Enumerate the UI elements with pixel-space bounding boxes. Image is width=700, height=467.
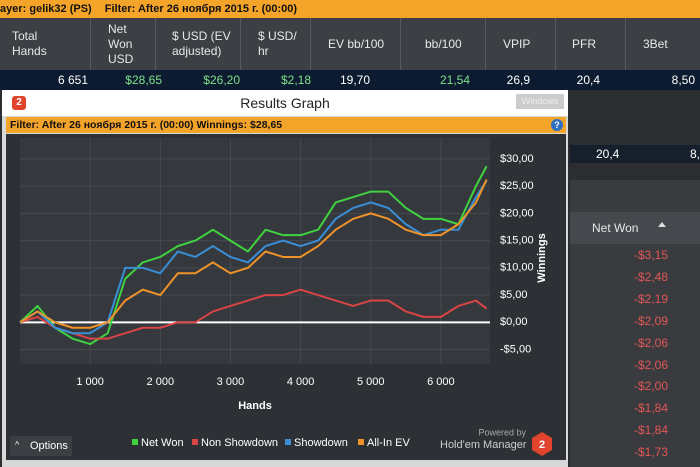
help-icon[interactable]: ? <box>551 119 563 131</box>
column-separator <box>400 18 401 70</box>
options-caret: ^ <box>15 439 20 449</box>
column-separator <box>555 18 556 70</box>
column-header: VPIP <box>503 36 531 51</box>
options-button[interactable] <box>10 436 72 456</box>
cell: $28,65 <box>125 73 162 87</box>
net-won-cell: -$2,09 <box>633 313 668 328</box>
cell: 8,50 <box>671 73 695 87</box>
options-label[interactable]: Options <box>30 440 68 452</box>
header-label: Net Won <box>592 221 639 235</box>
x-tick-label: 2 000 <box>147 376 175 388</box>
cell: 26,9 <box>506 73 530 87</box>
filter: Filter: After 26 ноября 2015 г. (00:00) <box>104 3 298 15</box>
legend-swatch <box>285 439 291 445</box>
series-line <box>19 180 488 335</box>
column-separator <box>485 18 486 70</box>
cell: 19,70 <box>339 73 370 87</box>
chart: Hands Winnings ^ Options Powered by Hold… <box>6 134 566 460</box>
column-separator <box>310 18 311 70</box>
column-separator <box>155 18 156 70</box>
net-won-cell: -$1,84 <box>633 423 668 438</box>
series-line <box>19 288 488 340</box>
x-tick-label: 6 000 <box>427 376 455 388</box>
net-won-cell: -$2,06 <box>633 335 668 350</box>
x-tick-label: 1 000 <box>76 376 104 388</box>
background <box>570 95 700 180</box>
filter-bar: Filter: After 26 ноября 2015 г. (00:00) … <box>6 117 566 133</box>
net-won-cell: -$3,15 <box>633 248 668 262</box>
cell: $26,20 <box>203 73 240 87</box>
column-header: bb/100 <box>425 36 462 51</box>
side-header: Net Won <box>570 212 700 244</box>
top-bar: ayer: gelik32 (PS) Filter: After 26 нояб… <box>0 0 700 18</box>
x-tick-label: 3 000 <box>217 376 245 388</box>
cell: 20,4 <box>576 73 600 87</box>
legend-label: All-In EV <box>367 437 410 449</box>
x-tick-label: 4 000 <box>287 376 315 388</box>
legend-swatch <box>192 439 198 445</box>
y-tick-label: $5,00 <box>500 289 528 301</box>
legend-swatch <box>358 439 364 445</box>
behind-row: 20,4 8,50 <box>570 145 700 163</box>
net-won-cell: -$2,00 <box>633 379 668 394</box>
app-icon: 2 <box>12 96 26 110</box>
title-bar: 2 Results Graph Windows <box>2 90 568 116</box>
cell: $2,18 <box>280 73 311 87</box>
cell: 8,50 <box>690 147 700 161</box>
brand: Hold'em Manager <box>440 439 527 451</box>
y-tick-label: -$5,00 <box>500 343 531 355</box>
plot-area <box>20 138 490 364</box>
y-tick-label: $20,00 <box>500 207 534 219</box>
y-tick-label: $25,00 <box>500 180 534 192</box>
filter-text: Filter: After 26 ноября 2015 г. (00:00) … <box>10 119 283 131</box>
x-axis-label: Hands <box>238 400 272 412</box>
cell: 20,4 <box>596 147 620 161</box>
net-won-cell: -$2,19 <box>633 291 668 306</box>
y-tick-label: $10,00 <box>500 262 534 274</box>
y-tick-label: $0,00 <box>500 316 528 328</box>
column-header: $ USD (EV adjusted) <box>172 29 231 58</box>
powered-by: Powered by <box>478 427 526 437</box>
legend-label: Showdown <box>294 437 348 449</box>
column-header: $ USD/ hr <box>258 29 297 58</box>
column-separator <box>240 18 241 70</box>
legend-label: Non Showdown <box>201 437 278 449</box>
legend-label: Net Won <box>141 437 184 449</box>
series-line <box>19 179 488 329</box>
net-won-cell: -$1,73 <box>633 445 668 460</box>
net-won-cell: -$2,06 <box>633 357 668 372</box>
table-header: Total Hands Net Won USD $ USD (EV adjusted… <box>0 18 700 70</box>
column-header: 3Bet <box>643 36 668 51</box>
y-tick-label: $30,00 <box>500 153 534 165</box>
column-header: Total Hands <box>12 29 47 58</box>
window-title: Results Graph <box>240 95 330 111</box>
cell: 21,54 <box>439 73 470 87</box>
sort-arrow[interactable] <box>658 222 666 227</box>
column-header: Net Won USD <box>108 21 134 66</box>
cell: 6 651 <box>57 73 88 87</box>
brand-logo <box>532 432 552 456</box>
column-separator <box>625 18 626 70</box>
table-row: 6 651 $28,65 $26,20 $2,18 19,70 21,54 26,9 20,4… <box>0 70 700 90</box>
y-tick-label: $15,00 <box>500 235 534 247</box>
column-separator <box>90 18 91 70</box>
x-tick-label: 5 000 <box>357 376 385 388</box>
player: ayer: gelik32 (PS) <box>0 3 92 15</box>
net-won-cell: -$1,84 <box>633 401 668 416</box>
legend-swatch <box>132 439 138 445</box>
column-header: EV bb/100 <box>328 36 385 51</box>
brand-logo-text: 2 <box>539 439 545 451</box>
y-axis-label: Winnings <box>536 233 548 282</box>
column-header: PFR <box>572 36 596 51</box>
net-won-cell: -$2,48 <box>633 269 668 284</box>
windows-button[interactable]: Windows <box>516 94 564 109</box>
